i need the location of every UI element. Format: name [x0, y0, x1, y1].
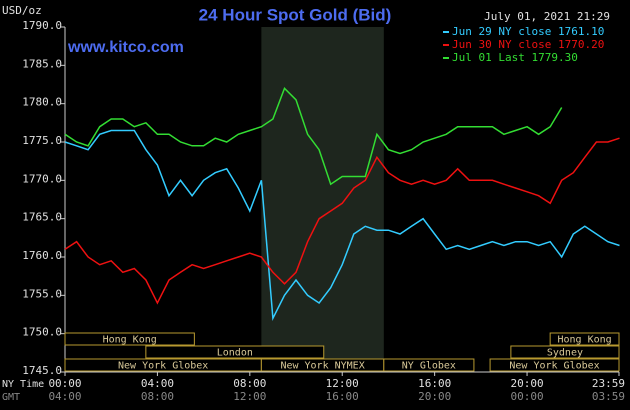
session-label: New York NYMEX	[280, 361, 364, 372]
session-bar	[549, 332, 620, 346]
y-tick-label: 1765.0	[22, 211, 62, 224]
trading-highlight	[261, 27, 384, 372]
x-tick-label: 12:00	[326, 377, 359, 390]
legend-label: Jun 29 NY close 1761.10	[452, 25, 604, 38]
session-label: London	[217, 348, 253, 359]
legend-label: Jul 01 Last 1779.30	[452, 51, 578, 64]
session-label: New York Globex	[509, 361, 599, 372]
session-label: New York Globex	[118, 361, 208, 372]
session-label: Hong Kong	[557, 335, 611, 346]
y-tick-label: 1760.0	[22, 249, 62, 262]
y-tick-label: 1785.0	[22, 57, 62, 70]
series-line	[64, 137, 620, 305]
y-tick-label: 1750.0	[22, 326, 62, 339]
x-tick-label: 04:00	[141, 377, 174, 390]
x-tick-label: 00:00	[48, 377, 81, 390]
y-tick-label: 1780.0	[22, 96, 62, 109]
timestamp: July 01, 2021 21:29	[484, 10, 610, 23]
gmt-tick-label: 08:00	[141, 390, 174, 403]
x-tick-label: 20:00	[510, 377, 543, 390]
chart-title: 24 Hour Spot Gold (Bid)	[199, 5, 392, 24]
y-axis-label: USD/oz	[2, 4, 42, 17]
y-tick-label: 1745.0	[22, 364, 62, 377]
session-bar	[145, 345, 325, 359]
y-tick-label: 1775.0	[22, 134, 62, 147]
gmt-tick-label: 16:00	[326, 390, 359, 403]
session-label: Sydney	[547, 348, 583, 359]
gmt-tick-label: 04:00	[48, 390, 81, 403]
series-line	[64, 129, 620, 322]
session-bar	[383, 358, 475, 372]
y-tick-label: 1770.0	[22, 172, 62, 185]
y-tick-label: 1790.0	[22, 19, 62, 32]
gmt-tick-label: 03:59	[592, 390, 625, 403]
series-line	[64, 86, 563, 186]
subtitle: www.kitco.com	[67, 39, 184, 56]
session-bar	[510, 345, 620, 359]
x2-axis-label: GMT	[2, 392, 20, 403]
legend-swatch	[443, 31, 449, 33]
gmt-tick-label: 00:00	[510, 390, 543, 403]
x-tick-label: 08:00	[233, 377, 266, 390]
session-label: NY Globex	[402, 361, 456, 372]
x-tick-label: 16:00	[418, 377, 451, 390]
legend-swatch	[443, 44, 449, 46]
legend-swatch	[443, 57, 449, 59]
session-bar	[489, 358, 620, 372]
legend-label: Jun 30 NY close 1770.20	[452, 38, 604, 51]
x-tick-label: 23:59	[592, 377, 625, 390]
gmt-tick-label: 20:00	[418, 390, 451, 403]
gmt-tick-label: 12:00	[233, 390, 266, 403]
y-tick-label: 1755.0	[22, 287, 62, 300]
session-label: Hong Kong	[103, 335, 157, 346]
session-bar	[64, 332, 195, 346]
x-axis-label: NY Time	[2, 379, 44, 390]
